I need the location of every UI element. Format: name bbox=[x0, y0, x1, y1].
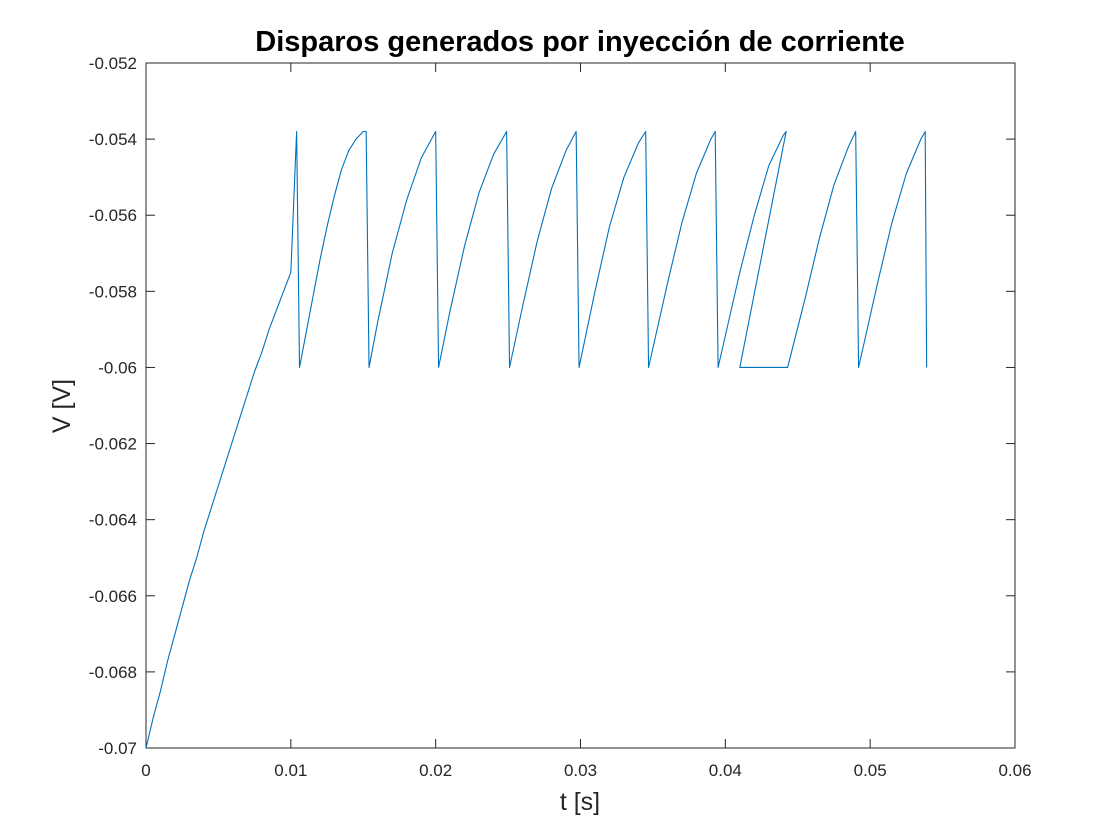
chart-title: Disparos generados por inyección de corr… bbox=[255, 26, 904, 58]
y-tick-label: -0.056 bbox=[89, 206, 137, 225]
x-tick-label: 0.04 bbox=[709, 761, 742, 780]
y-tick-label: -0.066 bbox=[89, 587, 137, 606]
x-tick-label: 0.06 bbox=[998, 761, 1031, 780]
y-tick-label: -0.06 bbox=[98, 358, 137, 377]
x-tick-label: 0 bbox=[141, 761, 150, 780]
series-line bbox=[145, 130, 928, 749]
y-axis-label: V [V] bbox=[48, 379, 76, 433]
y-tick-label: -0.062 bbox=[89, 435, 137, 454]
x-axis-label: t [s] bbox=[560, 788, 600, 816]
y-tick-label: -0.064 bbox=[89, 511, 137, 530]
plot-area: 0 0.01 0.02 0.03 0.04 0.05 0.06 -0.07 -0.068 -0.0… bbox=[89, 54, 1032, 780]
y-tick-label: -0.054 bbox=[89, 130, 137, 149]
y-tick-label: -0.07 bbox=[98, 739, 137, 758]
y-tick-label: -0.068 bbox=[89, 663, 137, 682]
x-tick-label: 0.03 bbox=[564, 761, 597, 780]
x-tick-label: 0.02 bbox=[419, 761, 452, 780]
y-tick-label: -0.052 bbox=[89, 54, 137, 73]
y-tick-label: -0.058 bbox=[89, 282, 137, 301]
x-tick-label: 0.01 bbox=[274, 761, 307, 780]
x-tick-label: 0.05 bbox=[854, 761, 887, 780]
